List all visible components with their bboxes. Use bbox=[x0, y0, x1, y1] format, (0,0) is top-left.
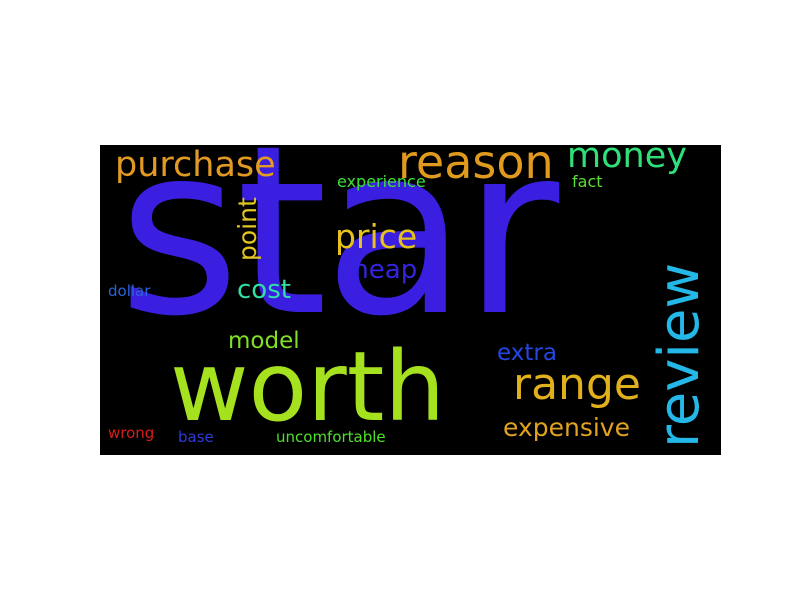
word-experience: experience bbox=[337, 172, 426, 191]
word-uncomfortable: uncomfortable bbox=[276, 428, 386, 446]
word-price: price bbox=[335, 217, 418, 256]
word-cheap: cheap bbox=[338, 255, 418, 285]
word-dollar: dollar bbox=[108, 282, 151, 300]
word-extra: extra bbox=[497, 340, 557, 366]
word-wrong: wrong bbox=[108, 424, 155, 442]
word-base: base bbox=[178, 428, 214, 446]
word-star: star bbox=[118, 145, 559, 368]
word-reason: reason bbox=[398, 145, 554, 189]
word-worth: worth bbox=[170, 331, 446, 443]
word-range: range bbox=[513, 359, 641, 410]
word-cloud: star worth review reason purchase money … bbox=[100, 145, 721, 455]
word-point: point bbox=[233, 197, 262, 261]
word-expensive: expensive bbox=[503, 413, 630, 442]
word-money: money bbox=[567, 145, 687, 176]
word-fact: fact bbox=[572, 172, 603, 191]
word-cost: cost bbox=[237, 275, 291, 305]
word-review: review bbox=[647, 262, 712, 448]
word-purchase: purchase bbox=[115, 145, 276, 185]
word-model: model bbox=[228, 328, 300, 354]
